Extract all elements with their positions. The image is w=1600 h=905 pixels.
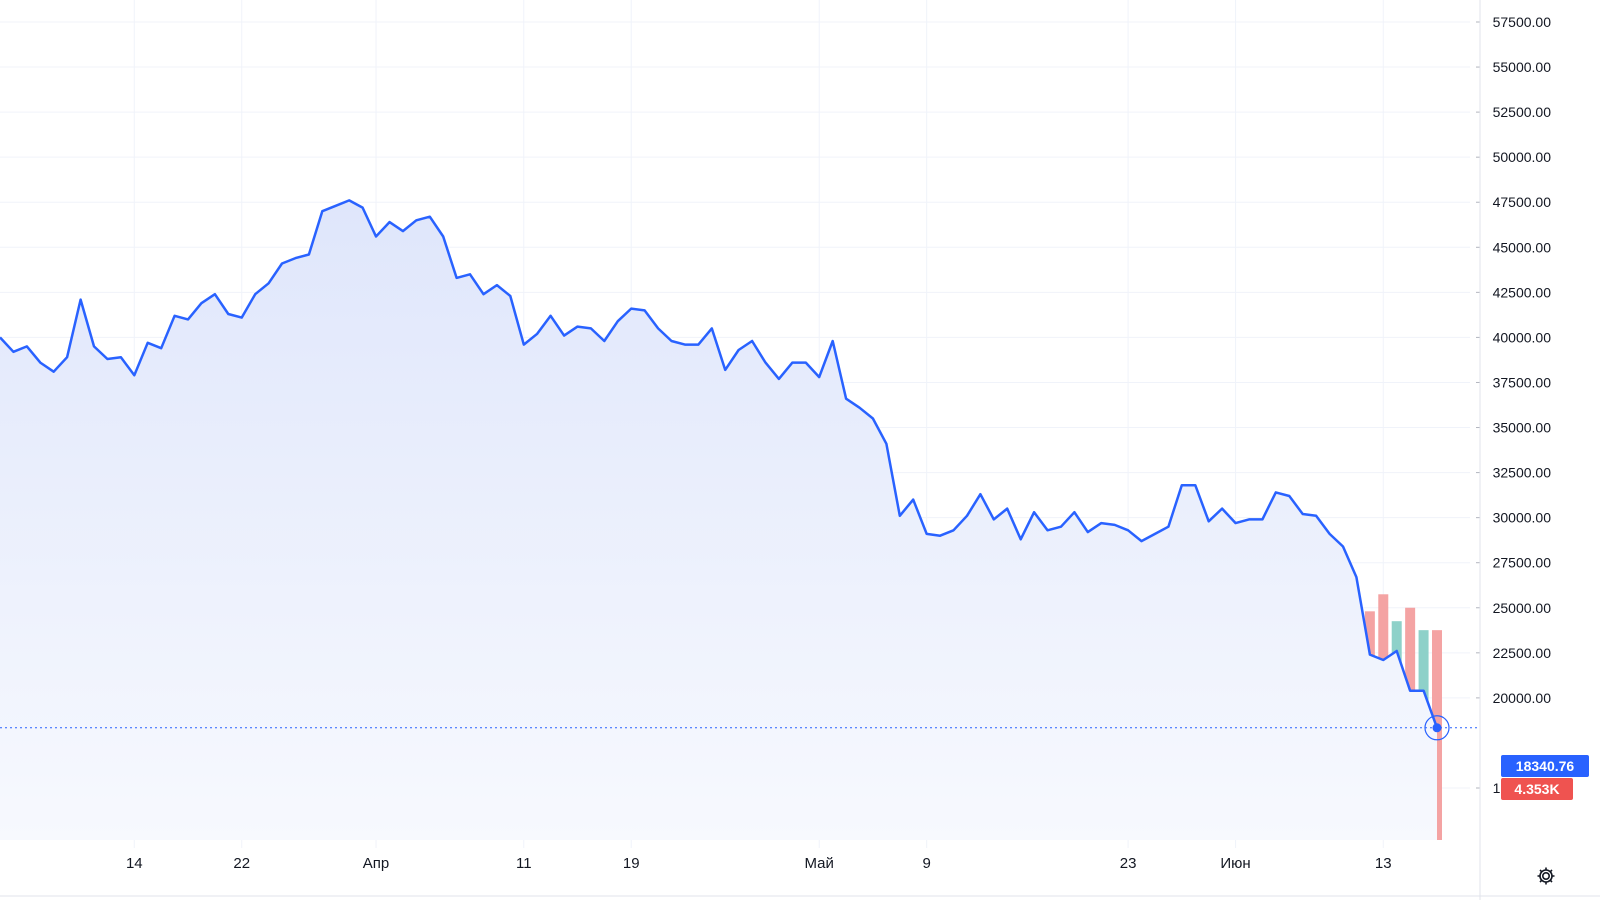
price-tick-label: 27500.00 <box>1493 555 1552 571</box>
time-tick-label: 19 <box>623 855 640 872</box>
price-tick-label: 20000.00 <box>1493 690 1552 706</box>
price-tick-label: 52500.00 <box>1493 104 1552 120</box>
price-tick-label: 37500.00 <box>1493 374 1552 390</box>
time-tick-label: 22 <box>233 855 250 872</box>
last-price-label: 18340.76 <box>1516 758 1575 774</box>
last-price-badge: 18340.76 <box>1501 755 1589 777</box>
price-tick-label: 35000.00 <box>1493 420 1552 436</box>
price-tick-label: 57500.00 <box>1493 14 1552 30</box>
time-tick-label: 11 <box>516 855 532 872</box>
price-tick-label: 45000.00 <box>1493 239 1552 255</box>
time-axis[interactable]: 14 22 Апр 11 19 Май 9 23 Июн 13 <box>126 855 1392 872</box>
price-tick-label: 55000.00 <box>1493 59 1552 75</box>
time-tick-label: Июн <box>1220 855 1250 872</box>
last-volume-badge: 4.353K <box>1501 778 1573 800</box>
last-volume-label: 4.353K <box>1514 781 1559 797</box>
last-point-dot <box>1432 723 1442 733</box>
time-tick-label: 14 <box>126 855 143 872</box>
price-line <box>0 199 1439 729</box>
last-point-ring <box>1424 715 1450 741</box>
price-tick-label: 32500.00 <box>1493 465 1552 481</box>
price-area-fill <box>0 200 1437 840</box>
time-tick-label: 13 <box>1375 855 1392 872</box>
time-tick-label: Май <box>805 855 834 872</box>
price-tick-label: 40000.00 <box>1493 329 1552 345</box>
price-tick-label: 25000.00 <box>1493 600 1552 616</box>
settings-button[interactable] <box>1534 864 1558 888</box>
time-tick-label: Апр <box>363 855 389 872</box>
time-tick-label: 9 <box>922 855 930 872</box>
gear-icon <box>1537 867 1555 885</box>
price-tick-label: 42500.00 <box>1493 284 1552 300</box>
price-axis[interactable]: 57500.00 55000.00 52500.00 50000.00 47500.00… <box>1476 0 1551 900</box>
price-tick-label: 22500.00 <box>1493 645 1552 661</box>
time-tick-label: 23 <box>1120 855 1137 872</box>
price-tick-label: 30000.00 <box>1493 510 1552 526</box>
price-tick-label: 47500.00 <box>1493 194 1552 210</box>
price-tick-label: 50000.00 <box>1493 149 1552 165</box>
